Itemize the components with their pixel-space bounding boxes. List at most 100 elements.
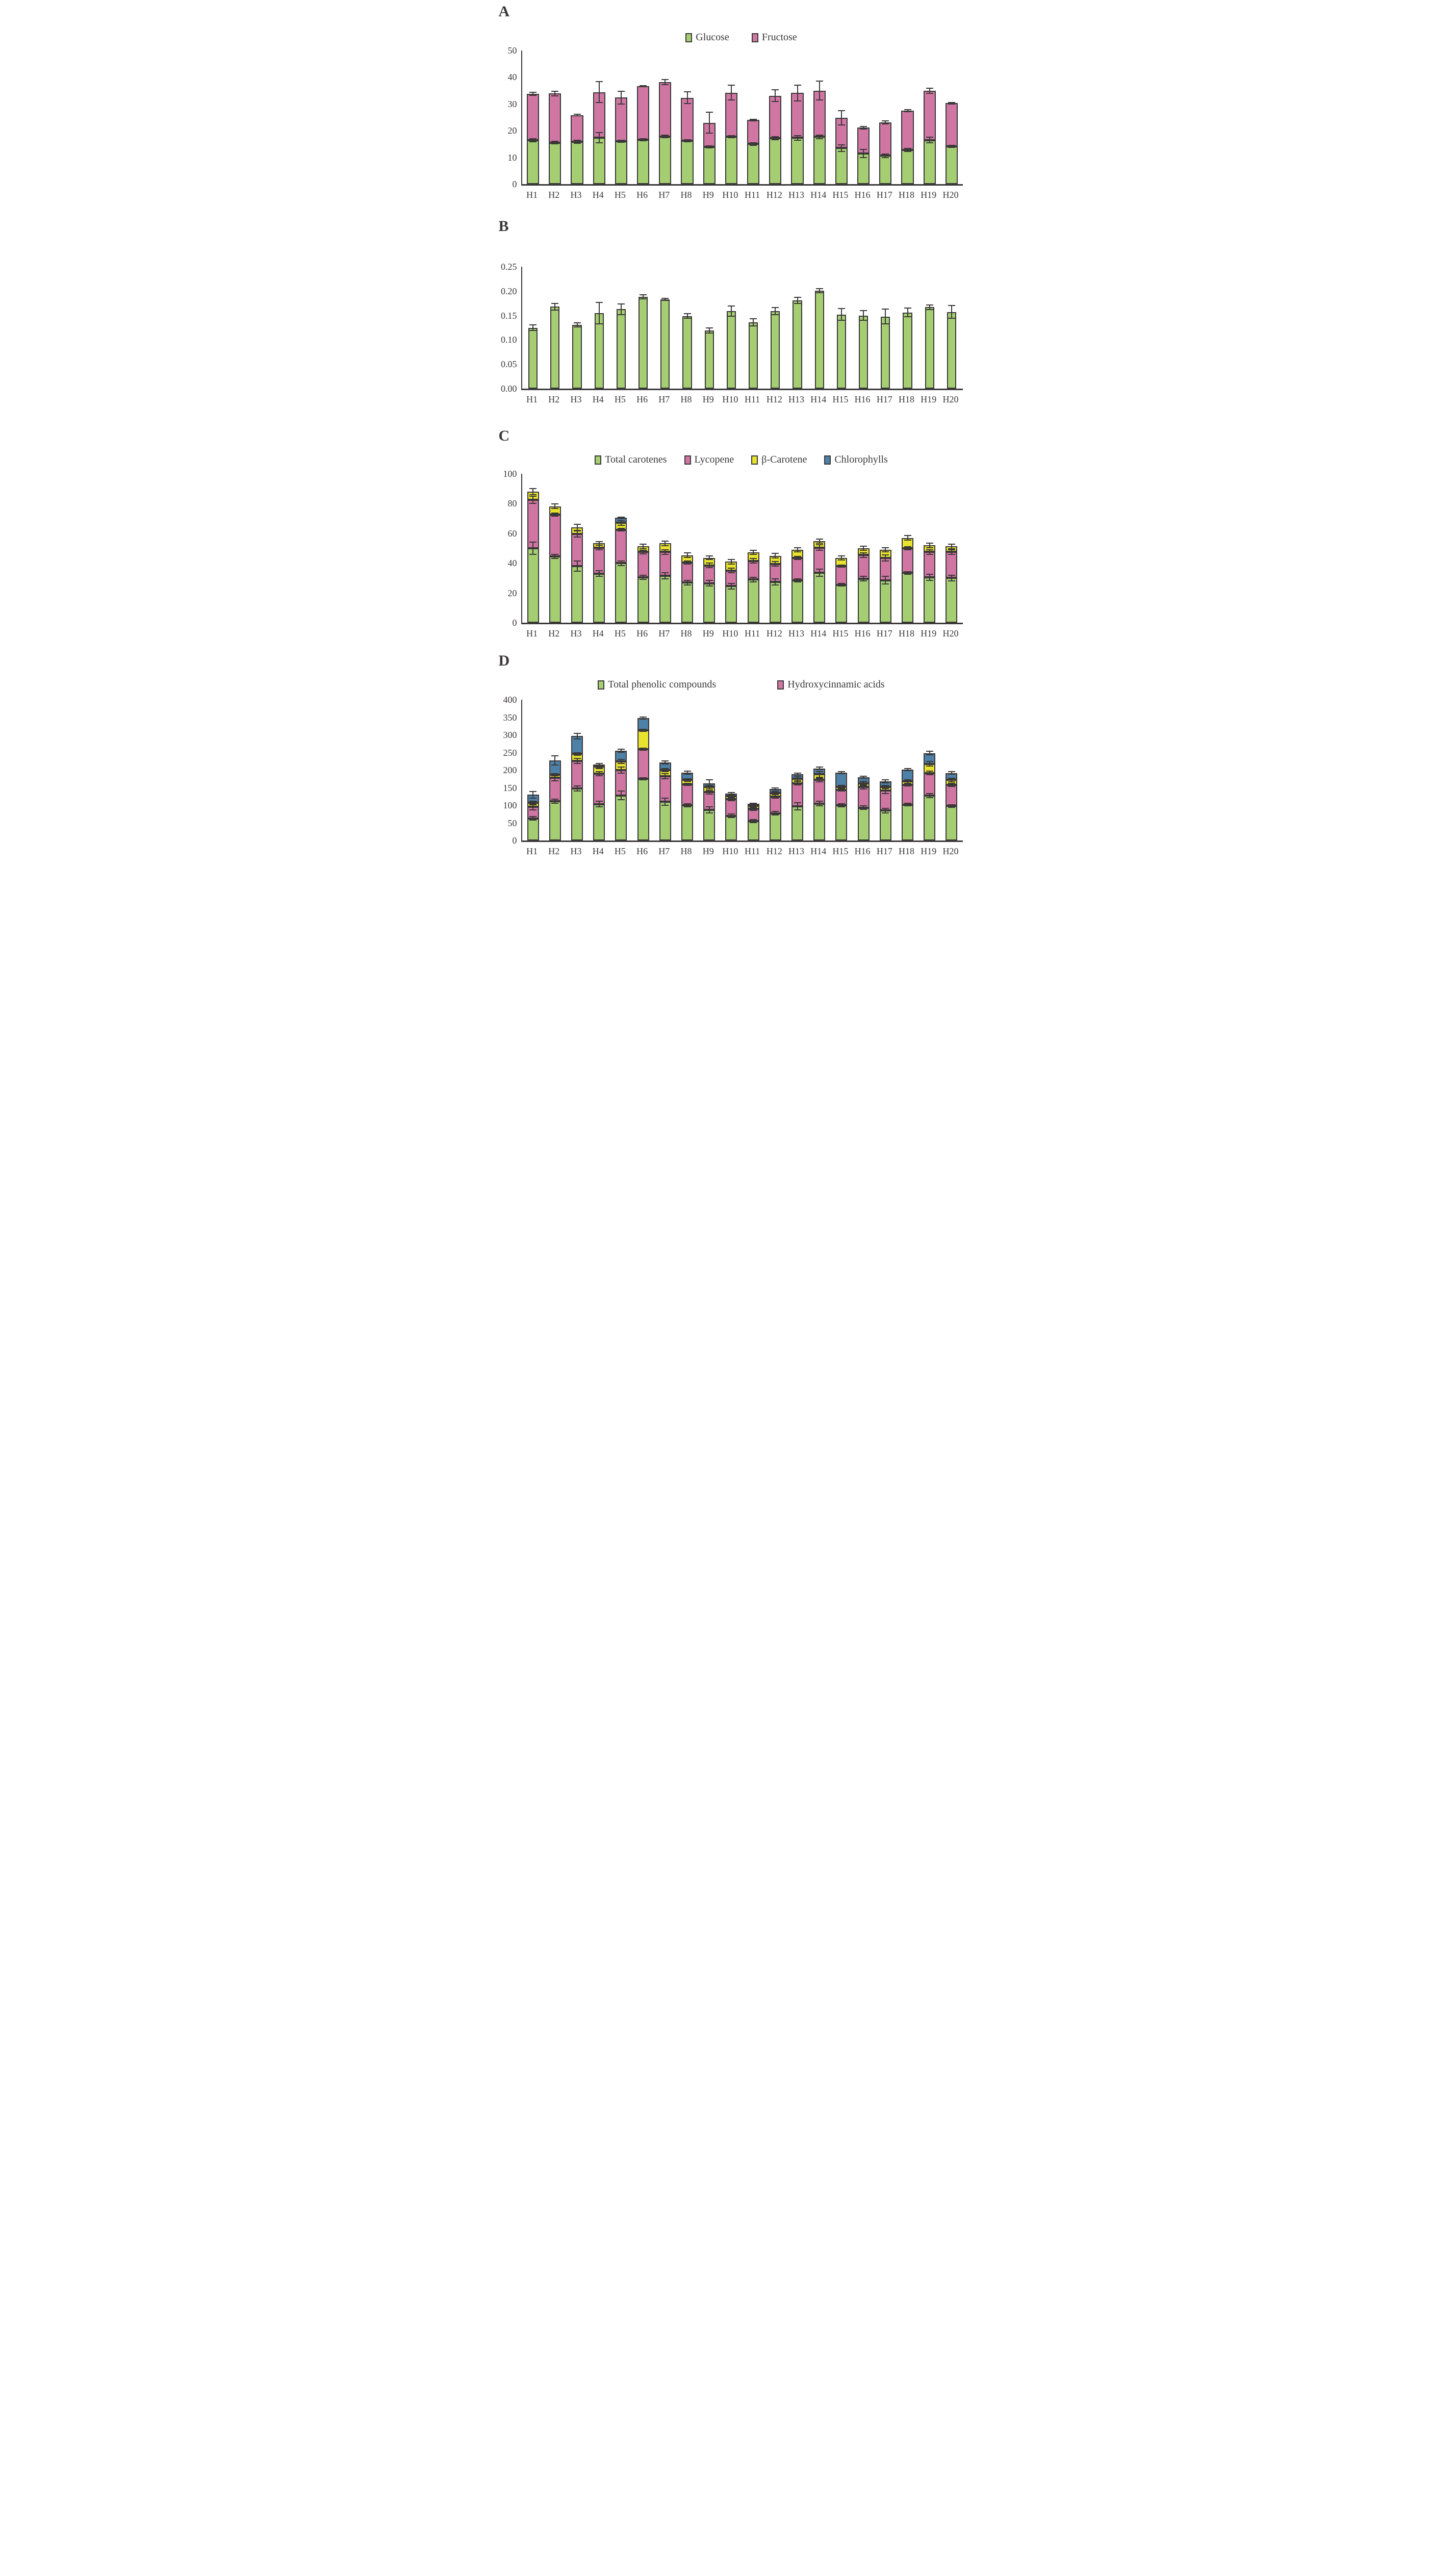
- error-bar-cap: [551, 773, 559, 774]
- x-label: H2: [548, 394, 560, 404]
- y-tick-label: 30: [507, 98, 517, 109]
- error-bar: [643, 575, 644, 580]
- error-bar: [907, 571, 908, 574]
- plot-area-B: 0.25 0.20 0.15 0.10 0.05 0.00: [501, 262, 963, 393]
- error-bar: [951, 575, 952, 581]
- y-tick-label: 0.05: [501, 359, 517, 370]
- y-tick-label: 40: [507, 558, 517, 569]
- error-bar-cap: [904, 308, 911, 309]
- error-bar-cap: [595, 775, 603, 777]
- bar-segment: [925, 307, 934, 389]
- error-bar-cap: [661, 763, 669, 764]
- bar-segment: [769, 138, 782, 184]
- panel-C: C Total carotenes Lycopene β-Carotene Chloro…: [486, 428, 971, 639]
- bar-segment: [946, 578, 958, 623]
- error-bar-cap: [551, 310, 559, 311]
- error-bar-cap: [617, 516, 625, 518]
- bar-segment: [703, 583, 716, 623]
- error-bar-cap: [860, 809, 867, 810]
- error-bar-cap: [837, 567, 845, 568]
- error-bar-cap: [617, 758, 625, 760]
- error-bar-cap: [837, 803, 845, 805]
- error-bar-cap: [573, 790, 581, 792]
- error-bar-cap: [683, 563, 691, 565]
- error-bar: [753, 807, 754, 810]
- error-bar: [819, 778, 820, 782]
- error-bar: [576, 524, 578, 530]
- y-tick-label: 40: [507, 72, 517, 83]
- error-bar-cap: [683, 103, 691, 105]
- error-bar: [708, 580, 710, 586]
- bar-segment: [747, 120, 760, 144]
- bar-segment: [637, 552, 649, 577]
- x-label: H12: [766, 394, 782, 404]
- error-bar-cap: [772, 314, 779, 315]
- error-bar: [885, 309, 886, 324]
- error-bar-cap: [904, 805, 911, 807]
- error-bar: [797, 556, 798, 559]
- error-bar-cap: [661, 778, 669, 779]
- y-tick-label: 0.25: [501, 262, 517, 272]
- legend-label: Hydroxycinnamic acids: [787, 679, 885, 690]
- panel-B: B 0.25 0.20 0.15 0.10 0.05 0.00 H1 H2 H3 H4 H5 H6 H7 H…: [486, 219, 971, 405]
- error-bar: [665, 298, 666, 300]
- error-bar-cap: [705, 793, 713, 795]
- bar-segment: [681, 97, 694, 141]
- plot-area-C: 100 80 60 40 20 0: [503, 469, 963, 627]
- error-bar-cap: [727, 305, 735, 307]
- y-tick-label: 250: [503, 747, 517, 758]
- bar-segment: [527, 548, 539, 623]
- bar-segment: [835, 584, 848, 623]
- error-bar: [775, 795, 776, 799]
- error-bar: [797, 547, 798, 552]
- y-tick-label: 350: [503, 712, 517, 723]
- error-bar-cap: [640, 298, 647, 300]
- bar-segment: [571, 142, 583, 184]
- error-bar: [951, 544, 952, 549]
- error-bar: [951, 549, 952, 554]
- error-bar: [643, 748, 644, 750]
- error-bar-cap: [573, 758, 581, 759]
- legend-swatch: [595, 455, 602, 465]
- error-bar-cap: [815, 769, 823, 771]
- error-bar-cap: [573, 326, 581, 327]
- error-bar: [620, 517, 622, 519]
- figure: A Glucose Fructose 50 40 30 20 10 0 H1 H2 H3 H4 H5 H6 H…: [486, 0, 971, 872]
- x-label: H14: [810, 628, 827, 639]
- error-bar: [907, 547, 908, 550]
- error-bar-cap: [794, 297, 801, 298]
- error-bar-cap: [794, 773, 801, 774]
- y-tick-label: 50: [507, 45, 517, 56]
- error-bar-cap: [617, 520, 625, 521]
- legend-label: Chlorophylls: [834, 454, 888, 465]
- x-label: H9: [702, 394, 714, 404]
- error-bar-cap: [573, 322, 581, 323]
- bar-segment: [704, 330, 714, 389]
- error-bar: [819, 81, 820, 100]
- panel-letter-D: D: [498, 652, 510, 669]
- error-bar-cap: [661, 553, 669, 555]
- error-bar-cap: [815, 292, 823, 293]
- bar-segment: [593, 573, 605, 623]
- error-bar: [554, 756, 556, 766]
- error-bar-cap: [904, 148, 911, 149]
- x-label: H16: [854, 628, 871, 639]
- bar-segment: [923, 140, 936, 184]
- error-bar: [753, 805, 754, 807]
- error-bar-cap: [948, 144, 955, 146]
- error-bar-cap: [882, 807, 889, 809]
- error-bar-cap: [926, 761, 933, 762]
- error-bar-cap: [815, 81, 823, 82]
- error-bar-cap: [882, 785, 889, 786]
- error-bar: [840, 789, 842, 792]
- error-bar-cap: [948, 771, 955, 773]
- error-bar-cap: [882, 153, 889, 155]
- error-bar: [532, 792, 534, 798]
- error-bar-cap: [727, 817, 735, 819]
- bar-segment: [571, 761, 583, 788]
- error-bar-cap: [661, 137, 669, 139]
- error-bar-cap: [705, 147, 713, 149]
- error-bar-cap: [815, 576, 823, 577]
- error-bar-cap: [595, 102, 603, 104]
- y-tick-label: 20: [507, 588, 517, 598]
